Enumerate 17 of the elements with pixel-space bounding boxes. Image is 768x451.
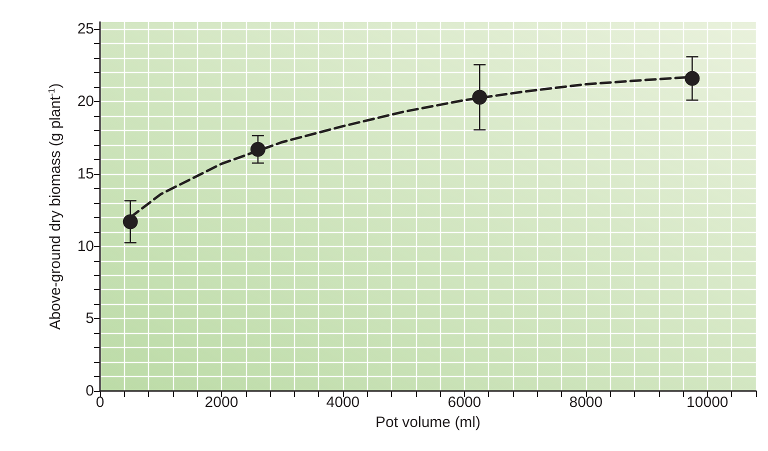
point: [684, 70, 700, 86]
x-tick-label: 6000: [448, 394, 482, 411]
y-tick-label: 0: [86, 382, 94, 400]
y-tick-label: 15: [77, 165, 94, 182]
x-tick-label: 8000: [569, 394, 603, 411]
point: [122, 214, 138, 230]
x-tick-label: 10000: [686, 394, 728, 411]
point: [250, 142, 266, 157]
x-axis-title: Pot volume (ml): [375, 414, 481, 431]
x-tick-label: 2000: [204, 394, 238, 411]
x-tick-label: 4000: [326, 394, 360, 411]
y-tick-label: 5: [86, 310, 94, 328]
y-tick-label: 10: [77, 238, 94, 255]
point: [472, 90, 488, 105]
y-tick-label: 25: [77, 20, 94, 38]
y-axis-title: Above-ground dry biomass (g plant-1): [46, 83, 64, 330]
y-tick-label: 20: [77, 93, 94, 110]
